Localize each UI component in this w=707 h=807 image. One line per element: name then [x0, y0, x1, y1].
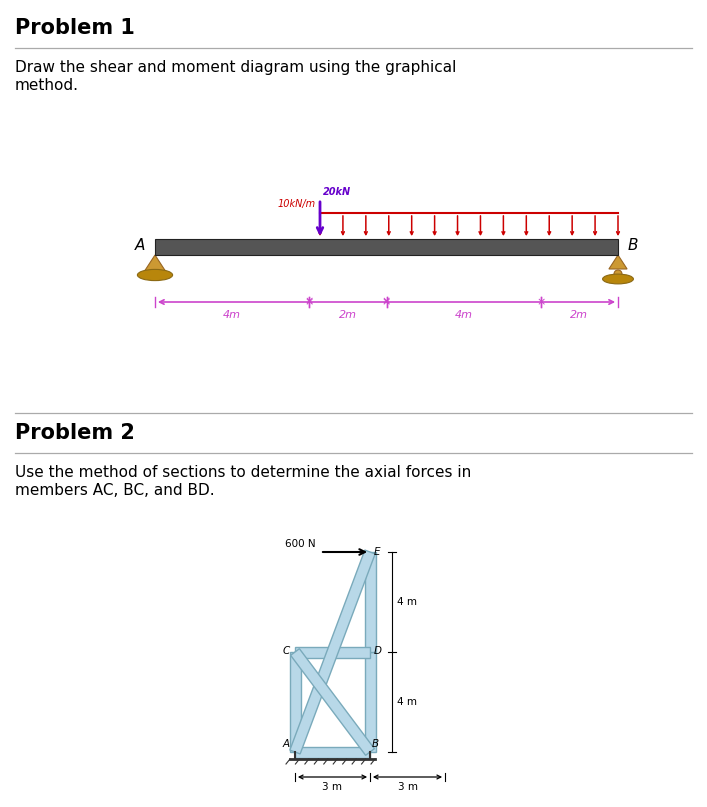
- Text: 20kN: 20kN: [323, 187, 351, 197]
- Text: C: C: [283, 646, 290, 656]
- Text: 4m: 4m: [455, 310, 473, 320]
- Text: ×: ×: [382, 296, 391, 306]
- Text: Use the method of sections to determine the axial forces in: Use the method of sections to determine …: [15, 465, 472, 480]
- Text: 3 m: 3 m: [322, 782, 342, 792]
- Text: Problem 2: Problem 2: [15, 423, 135, 443]
- Text: 4 m: 4 m: [397, 697, 417, 707]
- Polygon shape: [365, 652, 375, 752]
- Text: 10kN/m: 10kN/m: [278, 199, 316, 209]
- Text: A: A: [283, 739, 290, 749]
- Circle shape: [614, 270, 622, 278]
- Ellipse shape: [137, 270, 173, 281]
- Text: 4m: 4m: [223, 310, 241, 320]
- Text: Draw the shear and moment diagram using the graphical: Draw the shear and moment diagram using …: [15, 60, 457, 75]
- Polygon shape: [290, 550, 375, 754]
- Text: ×: ×: [305, 296, 314, 306]
- Bar: [155, 239, 618, 255]
- Polygon shape: [609, 255, 627, 269]
- Text: 3 m: 3 m: [397, 782, 418, 792]
- Text: ×: ×: [382, 297, 391, 307]
- Text: B: B: [628, 239, 638, 253]
- Text: 2m: 2m: [571, 310, 588, 320]
- Text: B: B: [372, 739, 379, 749]
- Text: ×: ×: [536, 297, 546, 307]
- Ellipse shape: [602, 274, 633, 284]
- Polygon shape: [289, 652, 300, 752]
- Text: 600 N: 600 N: [286, 539, 316, 549]
- Text: Problem 1: Problem 1: [15, 18, 135, 38]
- Polygon shape: [145, 255, 165, 271]
- Text: 2m: 2m: [339, 310, 357, 320]
- Text: 4 m: 4 m: [397, 597, 417, 607]
- Polygon shape: [291, 649, 375, 755]
- Polygon shape: [295, 646, 370, 658]
- Text: E: E: [374, 547, 380, 557]
- Text: D: D: [374, 646, 382, 656]
- Polygon shape: [365, 552, 375, 652]
- Text: ×: ×: [305, 297, 314, 307]
- Text: members AC, BC, and BD.: members AC, BC, and BD.: [15, 483, 215, 498]
- Text: method.: method.: [15, 78, 79, 93]
- Text: A: A: [134, 239, 145, 253]
- Polygon shape: [295, 746, 370, 758]
